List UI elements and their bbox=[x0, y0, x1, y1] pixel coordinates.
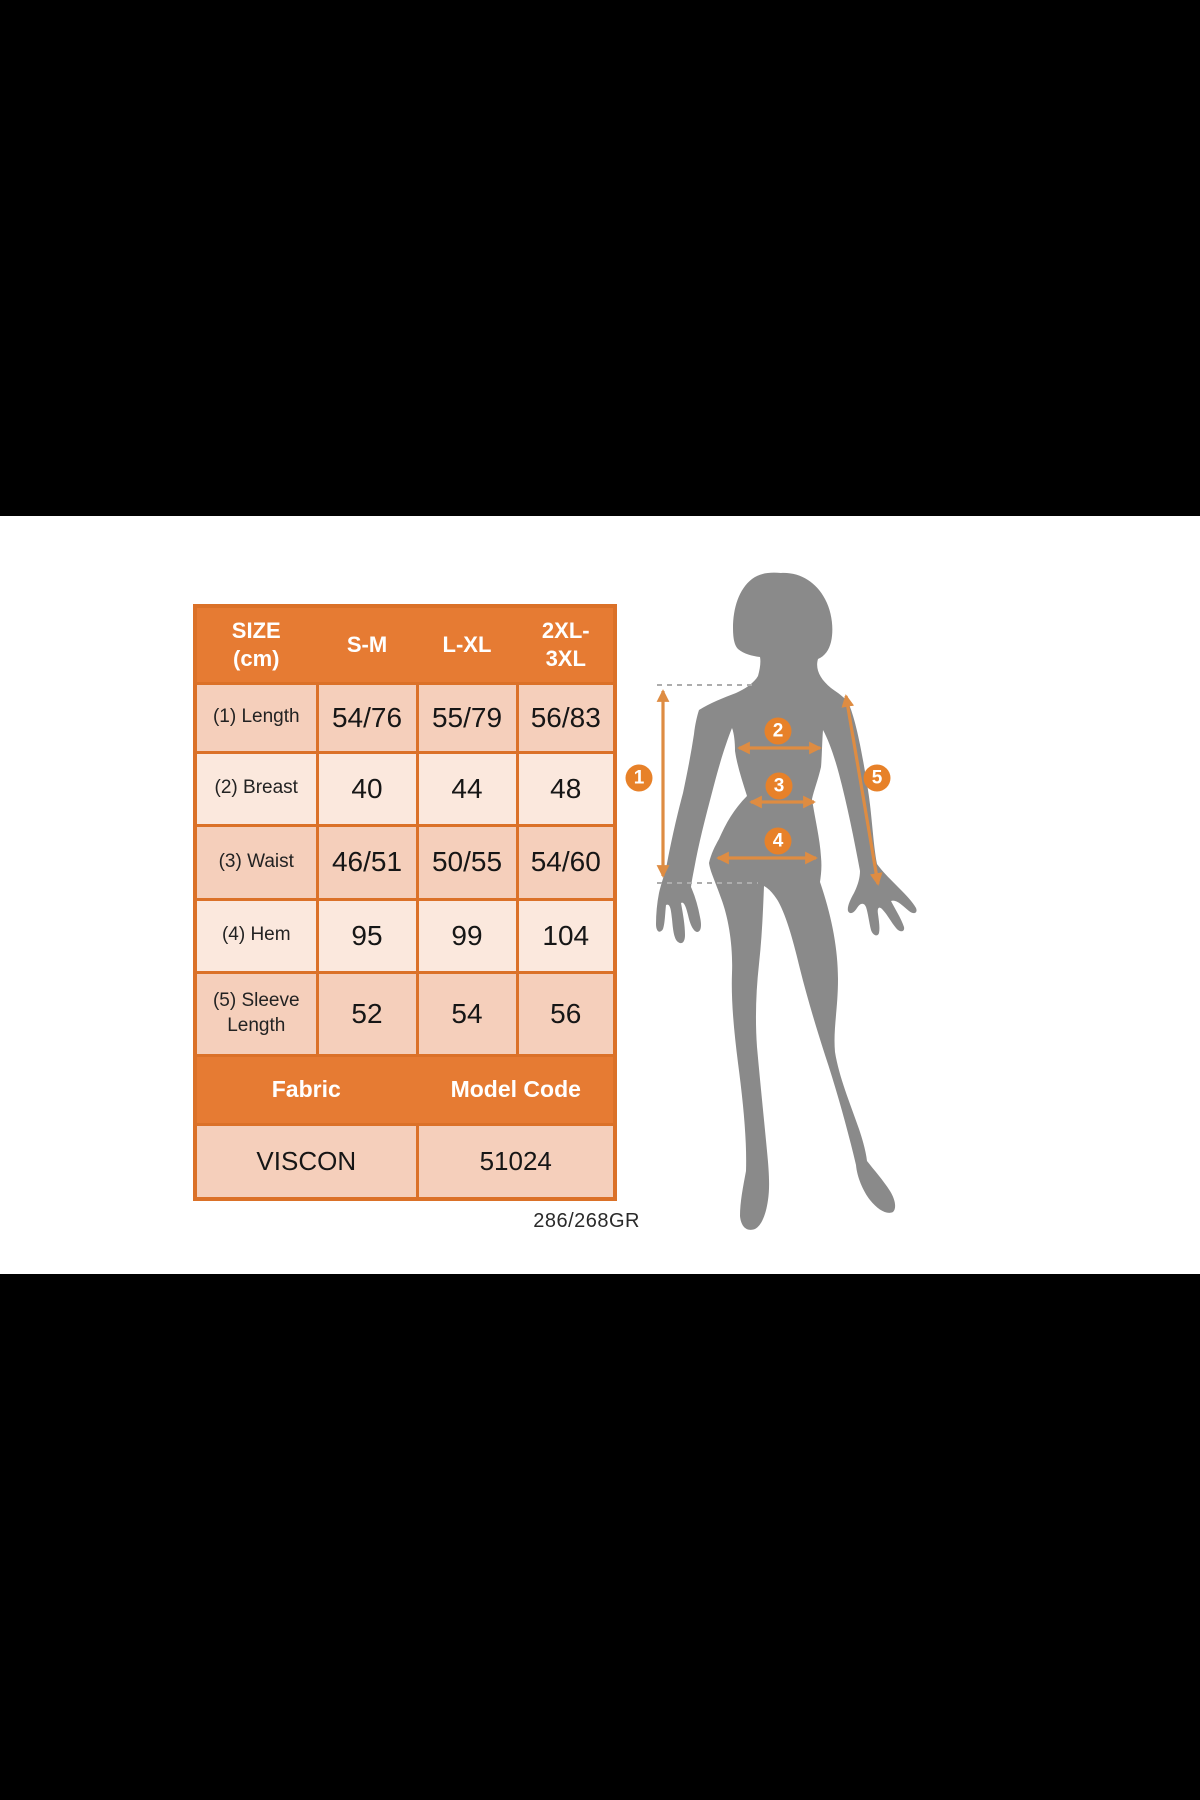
marker-number-3: 3 bbox=[774, 776, 785, 797]
table-row-sleeve-length: (5) Sleeve Length 52 54 56 bbox=[193, 970, 617, 1057]
marker-number-5: 5 bbox=[872, 768, 883, 789]
cell-value: 48 bbox=[515, 750, 617, 827]
size-table: SIZE (cm) S-M L-XL 2XL- 3XL (1) Length 5… bbox=[193, 604, 617, 1201]
fabric-header: Fabric bbox=[193, 1053, 419, 1126]
col-header-s-m: S-M bbox=[315, 604, 419, 685]
cell-value: 99 bbox=[415, 897, 519, 974]
table-row-breast: (2) Breast 40 44 48 bbox=[193, 750, 617, 827]
col-header-size-cm: SIZE (cm) bbox=[193, 604, 319, 685]
bottom-letterbox bbox=[0, 1274, 1200, 1800]
model-code-value: 51024 bbox=[415, 1122, 617, 1201]
marker-circle-4: 4 bbox=[764, 827, 792, 855]
cell-value: 54/76 bbox=[315, 681, 419, 754]
model-code-header: Model Code bbox=[415, 1053, 617, 1126]
cell-value: 52 bbox=[315, 970, 419, 1057]
cell-value: 44 bbox=[415, 750, 519, 827]
row-label: (2) Breast bbox=[193, 750, 319, 827]
female-silhouette bbox=[656, 572, 917, 1230]
content-panel: SIZE (cm) S-M L-XL 2XL- 3XL (1) Length 5… bbox=[0, 516, 1200, 1274]
marker-circle-3: 3 bbox=[765, 772, 793, 800]
cell-value: 54/60 bbox=[515, 823, 617, 901]
row-label: (1) Length bbox=[193, 681, 319, 754]
table-row-waist: (3) Waist 46/51 50/55 54/60 bbox=[193, 823, 617, 901]
col-header-l-xl: L-XL bbox=[415, 604, 519, 685]
marker-circle-1: 1 bbox=[625, 764, 653, 792]
marker-number-4: 4 bbox=[773, 831, 784, 852]
footer-code: 286/268GR bbox=[533, 1210, 640, 1232]
marker-circle-5: 5 bbox=[863, 764, 891, 792]
col-header-2xl-3xl: 2XL- 3XL bbox=[515, 604, 617, 685]
measure-arrow-sleeve bbox=[841, 694, 883, 886]
top-letterbox bbox=[0, 0, 1200, 516]
cell-value: 54 bbox=[415, 970, 519, 1057]
table-band-row: Fabric Model Code bbox=[193, 1053, 617, 1126]
table-row-hem: (4) Hem 95 99 104 bbox=[193, 897, 617, 974]
marker-number-2: 2 bbox=[773, 721, 784, 742]
fabric-value: VISCON bbox=[193, 1122, 419, 1201]
cell-value: 50/55 bbox=[415, 823, 519, 901]
cell-value: 46/51 bbox=[315, 823, 419, 901]
marker-number-1: 1 bbox=[634, 768, 645, 789]
row-label: (3) Waist bbox=[193, 823, 319, 901]
cell-value: 40 bbox=[315, 750, 419, 827]
cell-value: 95 bbox=[315, 897, 419, 974]
table-values-bottom-row: VISCON 51024 bbox=[193, 1122, 617, 1201]
marker-circle-2: 2 bbox=[764, 717, 792, 745]
cell-value: 56 bbox=[515, 970, 617, 1057]
cell-value: 56/83 bbox=[515, 681, 617, 754]
size-table-header-row: SIZE (cm) S-M L-XL 2XL- 3XL bbox=[193, 604, 617, 685]
row-label: (4) Hem bbox=[193, 897, 319, 974]
cell-value: 104 bbox=[515, 897, 617, 974]
cell-value: 55/79 bbox=[415, 681, 519, 754]
figure-svg: 1 2 3 4 5 bbox=[625, 572, 917, 1230]
row-label: (5) Sleeve Length bbox=[193, 970, 319, 1057]
table-row-length: (1) Length 54/76 55/79 56/83 bbox=[193, 681, 617, 754]
